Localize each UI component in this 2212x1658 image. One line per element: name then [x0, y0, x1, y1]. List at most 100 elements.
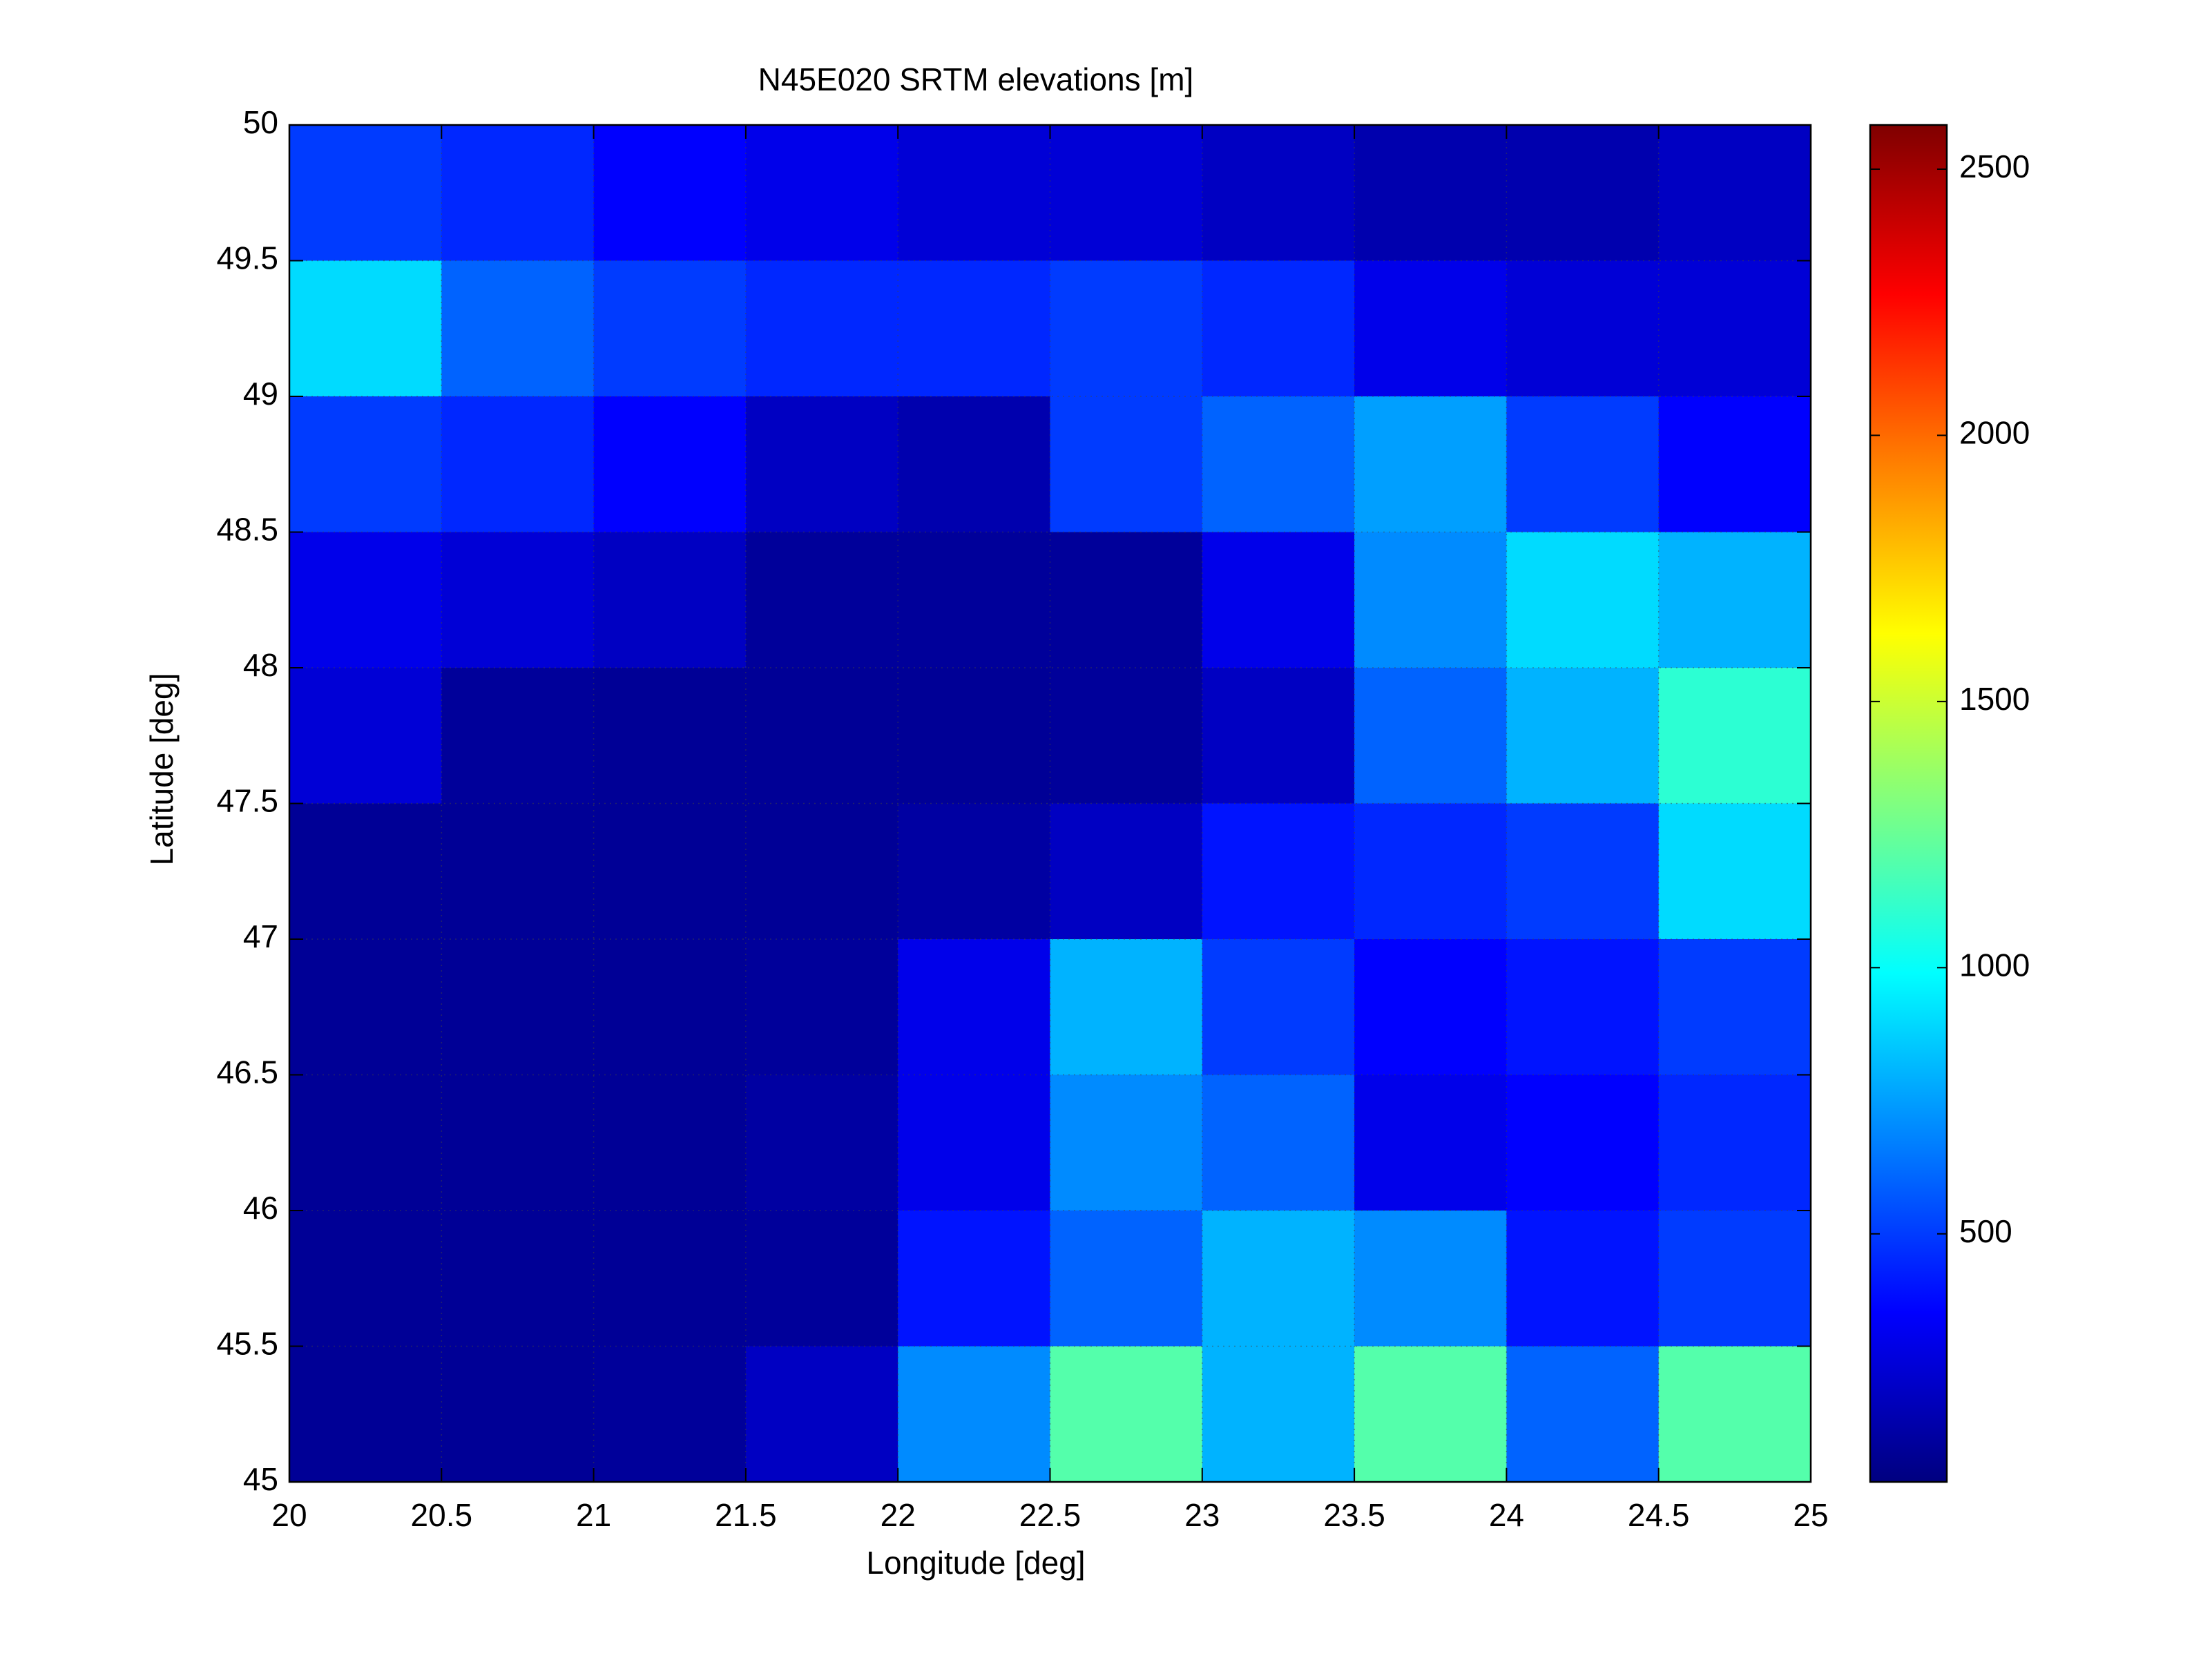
heatmap-cell [1658, 125, 1811, 261]
heatmap-cell [289, 1346, 442, 1483]
heatmap-cell [745, 396, 898, 532]
heatmap-cell [898, 260, 1050, 397]
heatmap-cell [1202, 1211, 1355, 1347]
x-tick-label: 22.5 [1019, 1497, 1081, 1533]
heatmap-cell [1506, 125, 1660, 261]
heatmap-cell [1050, 939, 1203, 1075]
heatmap-cell [1506, 396, 1660, 532]
heatmap-cell [1202, 260, 1355, 397]
heatmap-cell [898, 396, 1050, 532]
heatmap-cell [1354, 396, 1507, 532]
heatmap-cell [898, 803, 1050, 940]
heatmap-cell [1202, 1074, 1355, 1211]
x-tick-label: 20 [271, 1497, 307, 1533]
heatmap-cell [745, 939, 898, 1075]
heatmap-cell [289, 1074, 442, 1211]
heatmap-cell [593, 396, 747, 532]
heatmap-cell [745, 125, 898, 261]
heatmap-cell [593, 1074, 747, 1211]
heatmap-cell [1050, 668, 1203, 804]
y-tick-label: 48 [243, 647, 278, 683]
x-tick-label: 22 [881, 1497, 916, 1533]
y-axis-label: Latitude [deg] [144, 673, 180, 866]
heatmap-cell [1354, 939, 1507, 1075]
heatmap-cell [1202, 803, 1355, 940]
heatmap-cell [593, 125, 747, 261]
heatmap-cell [1202, 668, 1355, 804]
heatmap-cell [1050, 125, 1203, 261]
heatmap-cell [1354, 1211, 1507, 1347]
heatmap-cell [1658, 1211, 1811, 1347]
heatmap-cell [1658, 532, 1811, 668]
heatmap-cell [745, 668, 898, 804]
heatmap-cell [745, 803, 898, 940]
x-tick-label: 20.5 [411, 1497, 473, 1533]
heatmap-cell [289, 260, 442, 397]
heatmap-cell [1050, 1211, 1203, 1347]
y-tick-label: 46 [243, 1190, 278, 1226]
x-tick-label: 23 [1184, 1497, 1220, 1533]
heatmap-cell [289, 1211, 442, 1347]
heatmap-cell [1658, 396, 1811, 532]
heatmap-cell [1354, 803, 1507, 940]
heatmap-cell [593, 532, 747, 668]
heatmap-cell [1202, 396, 1355, 532]
heatmap-cell [898, 1074, 1050, 1211]
heatmap-cell [745, 1074, 898, 1211]
y-tick-label: 45 [243, 1461, 278, 1497]
heatmap-cell [1354, 125, 1507, 261]
heatmap-cell [1658, 1346, 1811, 1483]
heatmap-cell [1202, 1346, 1355, 1483]
y-tick-label: 47.5 [216, 783, 278, 819]
x-tick-label: 21.5 [715, 1497, 777, 1533]
heatmap-cell [1658, 803, 1811, 940]
y-tick-label: 45.5 [216, 1326, 278, 1362]
heatmap-cell [441, 939, 595, 1075]
heatmap-cell [593, 939, 747, 1075]
heatmap-cell [1658, 1074, 1811, 1211]
x-tick-label: 25 [1793, 1497, 1828, 1533]
heatmap-cell [441, 125, 595, 261]
colorbar-tick-label: 2500 [1959, 148, 2030, 184]
x-tick-label: 24 [1489, 1497, 1524, 1533]
heatmap-cell [441, 803, 595, 940]
colorbar-tick-label: 1000 [1959, 947, 2030, 983]
heatmap-cell [289, 668, 442, 804]
heatmap-cell [1658, 939, 1811, 1075]
heatmap-cell [289, 939, 442, 1075]
heatmap-cell [1506, 1346, 1660, 1483]
heatmap-cell [593, 1346, 747, 1483]
y-tick-label: 48.5 [216, 512, 278, 548]
heatmap-cell [745, 532, 898, 668]
heatmap-cell [1354, 532, 1507, 668]
heatmap-cell [1050, 396, 1203, 532]
heatmap-cell [1202, 939, 1355, 1075]
heatmap-cell [1506, 803, 1660, 940]
heatmap-cell [1202, 532, 1355, 668]
heatmap-cell [1354, 1346, 1507, 1483]
chart-title: N45E020 SRTM elevations [m] [758, 61, 1194, 97]
heatmap-cell [441, 668, 595, 804]
heatmap-cell [1658, 260, 1811, 397]
heatmap-cell [441, 1211, 595, 1347]
heatmap-cell [441, 1074, 595, 1211]
heatmap-cell [1506, 939, 1660, 1075]
plot-frame [288, 124, 1812, 1483]
heatmap-cell [1050, 532, 1203, 668]
heatmap-cell [593, 1211, 747, 1347]
y-tick-label: 49.5 [216, 240, 278, 276]
heatmap-cell [898, 1346, 1050, 1483]
heatmap-cell [441, 396, 595, 532]
heatmap-cell [1354, 260, 1507, 397]
heatmap-cell [441, 1346, 595, 1483]
heatmap-cell [1506, 1211, 1660, 1347]
heatmap-cell [1202, 125, 1355, 261]
heatmap-cell [1050, 803, 1203, 940]
heatmap-cell [1050, 1346, 1203, 1483]
heatmap-cell [745, 1346, 898, 1483]
x-tick-label: 21 [576, 1497, 611, 1533]
x-axis-label: Longitude [deg] [866, 1545, 1085, 1581]
x-tick-label: 23.5 [1323, 1497, 1385, 1533]
y-tick-label: 49 [243, 376, 278, 412]
